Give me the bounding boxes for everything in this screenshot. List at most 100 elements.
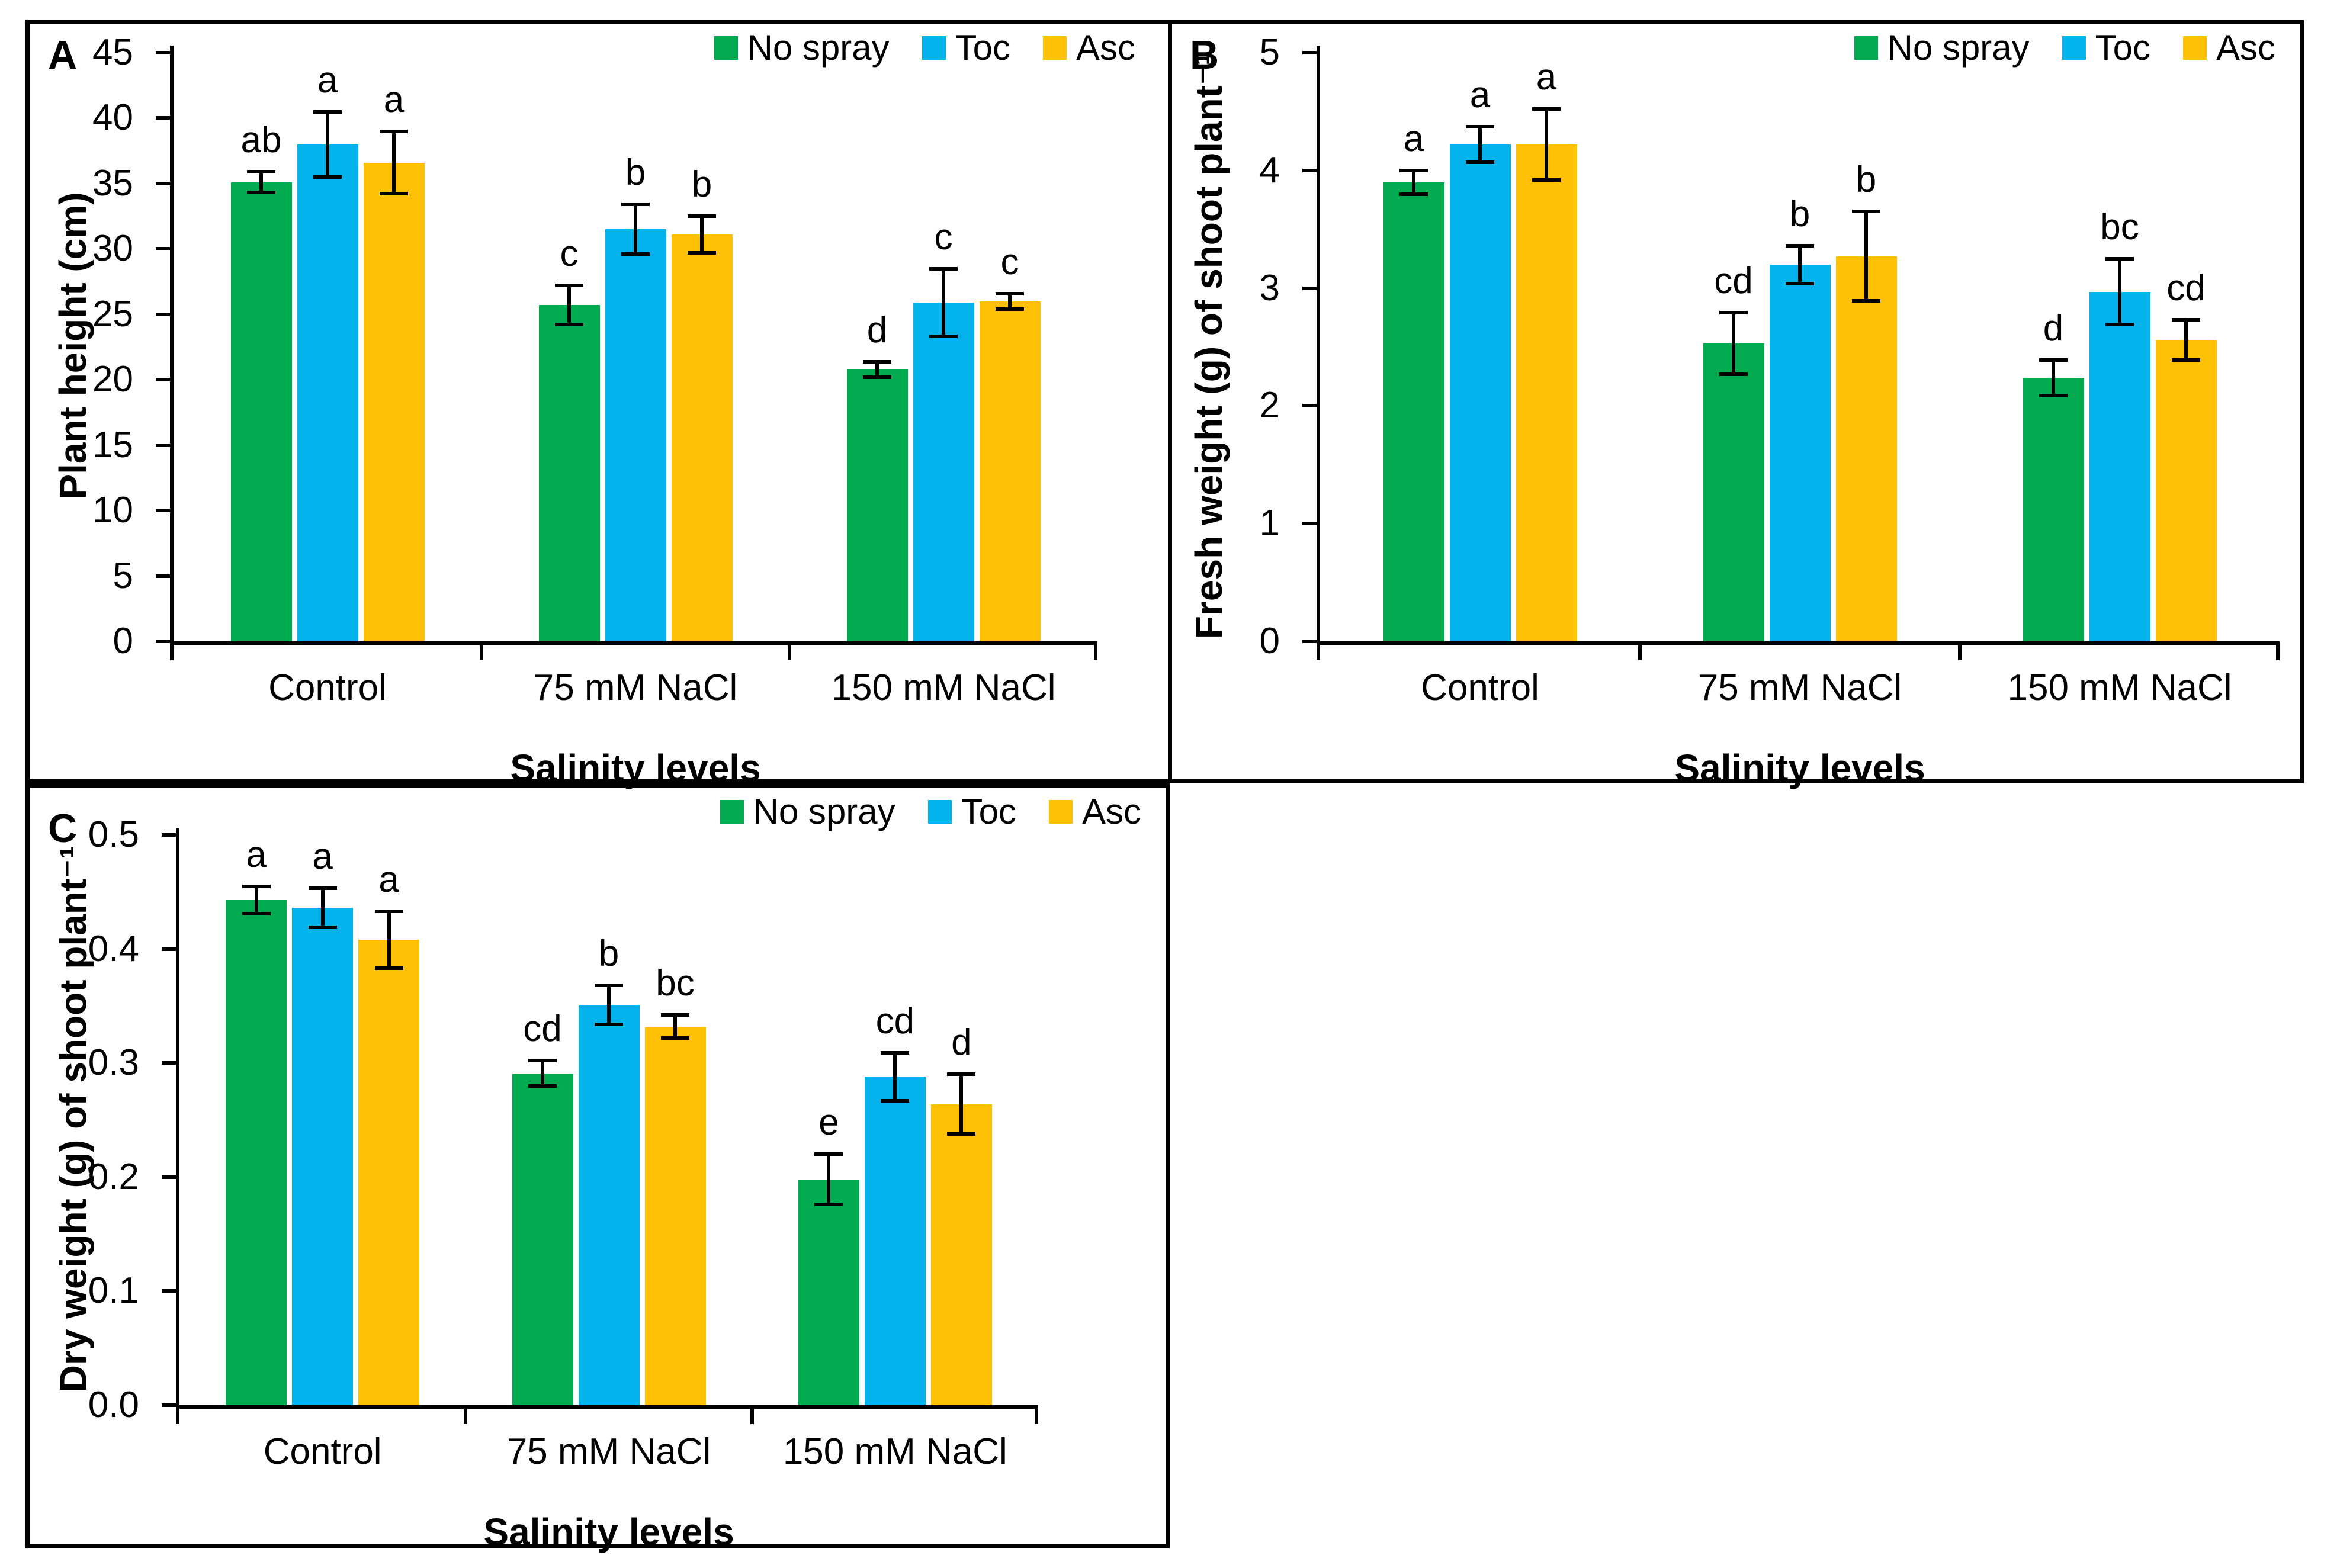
error-bar-line [1864,213,1868,300]
bar-toc [605,229,666,641]
significance-letter: a [246,834,267,875]
significance-letter: a [1469,75,1491,116]
y-tick-label: 0.0 [88,1384,139,1425]
bar-asc [979,301,1041,641]
bar-toc [1449,144,1511,641]
y-axis-line [176,828,179,1409]
y-tick-mark [156,181,170,185]
legend-item-toc: Toc [927,792,1016,831]
y-tick-label: 0.5 [88,814,139,855]
error-bar-cap-bottom [2105,323,2134,327]
error-bar-line [1798,247,1802,282]
legend-label: Asc [1081,792,1141,831]
error-bar-cap-top [1399,168,1428,172]
error-bar-line [326,113,329,176]
legend-label: Asc [1076,28,1135,68]
error-bar-cap-bottom [1786,281,1814,285]
error-bar-cap-top [308,886,337,891]
y-axis-title: Plant height (cm) [52,192,94,500]
x-tick-mark [788,645,791,660]
error-bar-line [827,1155,831,1204]
error-bar-line [1008,294,1012,308]
y-tick-label: 2 [1259,385,1280,426]
y-tick-mark [1302,640,1317,643]
error-bar-line [1732,314,1735,373]
legend-item-no-spray: No spray [1854,30,2030,66]
legend-item-no-spray: No spray [720,794,895,830]
bar-asc [363,162,425,641]
error-bar-cap-bottom [2172,358,2200,362]
error-bar-line [259,173,263,192]
error-bar-cap-top [380,129,408,133]
error-bar-cap-bottom [1852,299,1880,303]
x-tick-mark [1094,645,1097,660]
error-bar-line [2184,321,2188,359]
legend-label: Toc [955,28,1010,68]
bar-asc [671,234,733,641]
significance-letter: cd [875,1000,915,1042]
bar-asc [1516,144,1577,641]
bar-no-spray [798,1179,859,1405]
legend-item-toc: Toc [2062,30,2150,66]
error-bar-cap-bottom [1466,160,1494,164]
error-bar-cap-top [1719,311,1748,315]
legend: No spray Toc Asc [714,28,1135,68]
significance-letter: d [2043,307,2064,349]
legend-item-asc: Asc [2182,30,2275,66]
y-tick-label: 0.2 [88,1156,139,1197]
legend-swatch-icon [720,800,744,824]
y-tick-mark [1302,51,1317,54]
error-bar-cap-bottom [947,1132,976,1136]
error-bar-cap-top [863,359,891,364]
significance-letter: c [560,233,579,275]
bar-no-spray [538,305,600,641]
x-category-label: 75 mM NaCl [533,667,738,708]
y-axis-title: Dry weight (g) of shoot plant⁻¹ [52,846,94,1392]
significance-letter: a [317,59,338,101]
legend-swatch-icon [2182,36,2207,60]
bar-no-spray [2023,377,2084,641]
significance-letter: c [934,216,953,258]
y-tick-label: 0 [113,621,133,661]
bar-no-spray [230,182,292,641]
y-tick-mark [1302,404,1317,408]
x-tick-mark [1958,645,1962,660]
error-bar-cap-bottom [814,1203,843,1207]
y-tick-mark [156,640,170,643]
error-bar-cap-top [595,984,623,988]
legend-item-no-spray: No spray [714,30,890,66]
error-bar-cap-bottom [308,926,337,930]
x-axis-title: Salinity levels [510,747,761,789]
y-tick-label: 0 [1259,621,1280,661]
error-bar-cap-bottom [929,335,958,339]
error-bar-cap-bottom [863,375,891,379]
panel-label-b: B [1190,33,1219,78]
error-bar-line [2052,361,2055,394]
error-bar-cap-top [929,266,958,271]
significance-letter: cd [1714,261,1753,302]
error-bar-cap-top [313,110,342,114]
panel-C: C Dry weight (g) of shoot plant⁻¹ Salini… [25,783,1170,1551]
error-bar-line [959,1075,964,1133]
y-tick-mark [1302,286,1317,290]
legend-label: Toc [961,792,1016,831]
y-axis-line [1317,46,1320,645]
x-tick-mark [1317,645,1320,660]
x-tick-mark [480,645,483,660]
x-category-label: 150 mM NaCl [2007,667,2232,708]
y-tick-mark [156,574,170,578]
panel-A: A Plant height (cm) Salinity levels No s… [25,20,1168,788]
y-tick-label: 5 [113,555,133,596]
significance-letter: a [383,79,405,120]
y-tick-label: 15 [92,424,133,465]
x-axis-title: Salinity levels [1674,747,1925,789]
y-tick-label: 1 [1259,503,1280,544]
bar-asc [930,1104,992,1405]
error-bar-cap-top [621,203,650,207]
y-tick-label: 45 [92,32,133,73]
bar-toc [2089,291,2150,641]
y-tick-mark [156,378,170,382]
bar-toc [297,144,358,641]
y-tick-mark [162,1403,176,1407]
error-bar-line [320,889,325,927]
